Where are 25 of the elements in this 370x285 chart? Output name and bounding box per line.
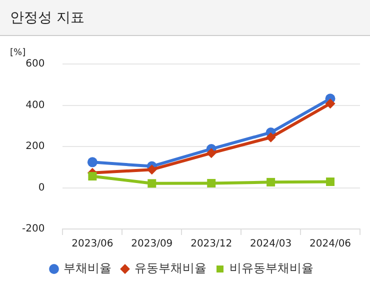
legend-label: 유동부채비율 (134, 261, 206, 276)
y-tick-label: 200 (26, 141, 45, 152)
point (146, 164, 157, 175)
x-tick-label: 2023/09 (131, 238, 173, 250)
x-tick-label: 2024/03 (250, 238, 292, 250)
point (325, 98, 336, 109)
x-tick-label: 2023/06 (72, 238, 114, 250)
y-tick-label: -200 (22, 224, 45, 235)
point (326, 178, 335, 186)
point (206, 148, 216, 158)
x-tick-label: 2024/06 (309, 238, 352, 250)
legend-label: 비유동부채비율 (230, 261, 314, 276)
point (148, 179, 156, 188)
point (266, 178, 276, 186)
point (87, 157, 98, 168)
y-tick-label: 0 (38, 182, 45, 194)
y-axis-title: [%] (10, 48, 26, 58)
y-tick-label: 400 (26, 100, 45, 111)
chart-title: 안정성 지표 (0, 0, 370, 36)
point (266, 132, 276, 142)
x-tick-label: 2023/12 (190, 238, 232, 250)
y-tick-label: 600 (26, 58, 45, 70)
legend-label: 부채비율 (64, 261, 112, 276)
point (207, 178, 216, 188)
point (88, 172, 97, 180)
